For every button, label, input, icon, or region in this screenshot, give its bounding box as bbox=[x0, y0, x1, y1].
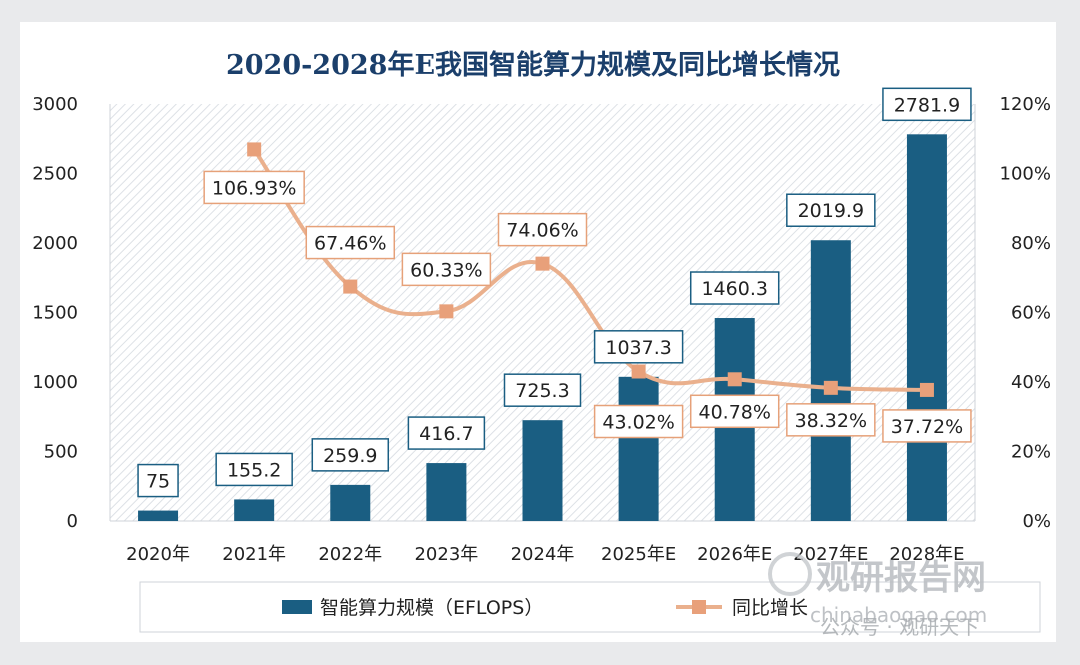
x-tick-label: 2022年 bbox=[318, 544, 382, 565]
bar bbox=[618, 376, 659, 521]
y-right-tick-label: 40% bbox=[1011, 372, 1051, 393]
watermark-account: 公众号 · 观研天下 bbox=[820, 615, 979, 639]
y-right-tick-label: 0% bbox=[1022, 511, 1051, 532]
bar-value-label-box bbox=[503, 373, 582, 407]
y-left-tick-label: 2500 bbox=[32, 164, 78, 185]
growth-value-label-box bbox=[882, 409, 972, 443]
x-tick-label: 2027年E bbox=[793, 544, 868, 565]
bar-value-label: 75 bbox=[146, 471, 170, 493]
watermark-logo-icon bbox=[768, 552, 812, 596]
growth-value-label: 38.32% bbox=[795, 410, 867, 432]
bar-value-label: 2781.9 bbox=[894, 94, 960, 116]
y-left-tick-label: 500 bbox=[44, 442, 78, 463]
plot-area: 0 500 1000 1500 2000 2500 3000 0% 20% 40% 60% 80% 10… bbox=[32, 87, 1051, 565]
growth-value-label-box bbox=[305, 225, 396, 260]
y-right-tick-label: 120% bbox=[1000, 94, 1051, 115]
chart-svg: 2020-2028年E我国智能算力规模及同比增长情况 0 500 1000 1500 2… bbox=[32, 49, 1051, 639]
bar-value-label-box bbox=[215, 452, 293, 487]
bar bbox=[906, 134, 947, 521]
y-right-tick-label: 80% bbox=[1011, 233, 1051, 254]
bar bbox=[234, 499, 275, 521]
bar-value-label: 725.3 bbox=[515, 380, 569, 402]
growth-value-label: 43.02% bbox=[602, 412, 674, 434]
growth-value-label: 37.72% bbox=[891, 416, 963, 438]
bar-value-label-box bbox=[786, 193, 876, 227]
growth-value-label: 106.93% bbox=[212, 177, 297, 199]
x-tick-label: 2024年 bbox=[511, 544, 575, 565]
growth-value-label-box bbox=[689, 394, 780, 429]
bar-value-label: 1460.3 bbox=[701, 278, 767, 300]
growth-value-label-box bbox=[786, 403, 876, 437]
growth-marker bbox=[631, 364, 646, 379]
growth-marker bbox=[727, 372, 742, 387]
y-left-tick-label: 1500 bbox=[32, 303, 78, 324]
bar-value-label-box bbox=[689, 271, 780, 305]
y-right-tick-label: 60% bbox=[1011, 303, 1051, 324]
bar bbox=[138, 510, 179, 521]
x-tick-label: 2026年E bbox=[697, 544, 772, 565]
bar-value-label: 2019.9 bbox=[798, 200, 864, 222]
chart-title: 2020-2028年E我国智能算力规模及同比增长情况 bbox=[226, 49, 840, 81]
growth-marker bbox=[343, 279, 358, 294]
growth-value-label-box bbox=[593, 404, 684, 439]
growth-value-label-box bbox=[497, 212, 588, 247]
bar bbox=[330, 484, 371, 521]
growth-value-label: 74.06% bbox=[506, 220, 578, 242]
legend-label-line: 同比增长 bbox=[732, 597, 808, 619]
y-left-tick-label: 3000 bbox=[32, 94, 78, 115]
x-tick-label: 2021年 bbox=[222, 544, 286, 565]
bar-value-label: 416.7 bbox=[419, 423, 473, 445]
legend: 智能算力规模（EFLOPS） 同比增长 bbox=[139, 581, 1041, 633]
growth-value-label: 67.46% bbox=[314, 233, 386, 255]
growth-value-label: 60.33% bbox=[410, 259, 482, 281]
growth-marker bbox=[439, 304, 454, 319]
watermark-site: chinabaogao.com bbox=[810, 603, 987, 627]
growth-marker bbox=[823, 380, 838, 395]
bar-value-label-box bbox=[311, 438, 390, 472]
x-tick-label: 2025年E bbox=[601, 544, 676, 565]
bar-value-label-box bbox=[882, 87, 972, 122]
bar-value-label-box bbox=[407, 416, 486, 450]
growth-marker bbox=[919, 382, 934, 397]
x-tick-label: 2023年 bbox=[414, 544, 478, 565]
growth-value-label-box bbox=[401, 252, 492, 287]
bar-value-label: 1037.3 bbox=[605, 337, 671, 359]
chart-card: 2020-2028年E我国智能算力规模及同比增长情况 0 500 1000 1500 2… bbox=[20, 22, 1056, 642]
growth-value-label: 40.78% bbox=[698, 401, 770, 423]
y-right-tick-label: 20% bbox=[1011, 442, 1051, 463]
bar bbox=[522, 420, 563, 521]
y-left-tick-label: 2000 bbox=[32, 233, 78, 254]
bar-value-label-box bbox=[137, 463, 179, 498]
legend-swatch-bar bbox=[282, 600, 312, 614]
growth-marker bbox=[247, 142, 262, 157]
growth-marker bbox=[535, 256, 550, 271]
y-right-tick-label: 100% bbox=[1000, 164, 1051, 185]
bar-value-label-box bbox=[593, 330, 684, 364]
x-tick-label: 2028年E bbox=[889, 544, 964, 565]
growth-value-label-box bbox=[203, 170, 305, 205]
bar-value-label: 155.2 bbox=[227, 459, 281, 481]
legend-swatch-marker bbox=[692, 600, 706, 614]
bar-value-label: 259.9 bbox=[323, 445, 377, 467]
watermark-brand: 观研报告网 bbox=[816, 558, 986, 598]
bar bbox=[810, 240, 851, 522]
y-left-tick-label: 1000 bbox=[32, 372, 78, 393]
bar bbox=[426, 463, 467, 521]
y-left-tick-label: 0 bbox=[67, 511, 78, 532]
legend-label-bar: 智能算力规模（EFLOPS） bbox=[320, 597, 543, 619]
x-tick-label: 2020年 bbox=[126, 544, 190, 565]
